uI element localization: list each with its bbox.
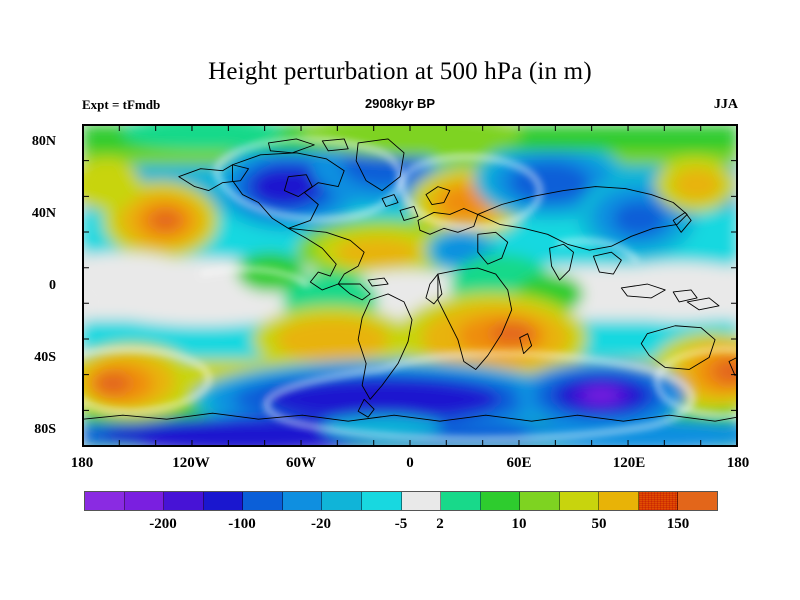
figure-subtitle: 2908kyr BP <box>364 96 436 111</box>
colorbar-cell-5 <box>282 492 323 510</box>
colorbar-cell-11 <box>520 492 560 510</box>
colorbar-cell-4 <box>243 492 283 510</box>
colorbar-cell-9 <box>441 492 481 510</box>
colorbar-label-7: 150 <box>666 516 690 532</box>
ytick-label-40N: 40N <box>31 206 56 221</box>
colorbar-label-1: -100 <box>228 516 256 532</box>
colorbar-cell-14 <box>638 492 679 510</box>
xtick-label-120E: 120E <box>612 455 646 471</box>
colorbar-label-2: -20 <box>311 516 331 532</box>
colorbar-label-0: -200 <box>149 516 177 532</box>
colorbar-cell-3 <box>203 492 244 510</box>
xtick-label-60W: 60W <box>286 455 316 471</box>
axis-minor-ticks <box>83 125 737 446</box>
experiment-label: Expt = tFmdb <box>82 97 161 112</box>
ytick-label-40S: 40S <box>34 350 56 365</box>
ytick-label-0: 0 <box>49 278 56 293</box>
colorbar-cell-10 <box>480 492 521 510</box>
colorbar-cell-8 <box>401 492 442 510</box>
contour-map-plot <box>82 124 738 447</box>
colorbar <box>84 491 718 511</box>
colorbar-label-4: 2 <box>436 516 444 532</box>
contour-map-svg <box>83 125 737 446</box>
colorbar-cell-0 <box>85 492 125 510</box>
xtick-label-120W: 120W <box>172 455 210 471</box>
xtick-label-60E: 60E <box>506 455 532 471</box>
page-title: Height perturbation at 500 hPa (in m) <box>208 58 592 85</box>
ytick-label-80N: 80N <box>31 134 56 149</box>
xtick-label-0: 0 <box>406 455 414 471</box>
ytick-label-80S: 80S <box>34 422 56 437</box>
season-label: JJA <box>713 97 738 112</box>
xtick-label-180e: 180 <box>726 455 750 471</box>
zero-contour-line <box>83 137 737 441</box>
colorbar-cell-15 <box>678 492 717 510</box>
colorbar-label-3: -5 <box>394 516 408 532</box>
colorbar-cell-13 <box>599 492 639 510</box>
colorbar-cell-7 <box>361 492 402 510</box>
xtick-label-180w: 180 <box>70 455 94 471</box>
colorbar-label-6: 50 <box>591 516 607 532</box>
coastline-layer <box>83 138 737 422</box>
colorbar-label-5: 10 <box>511 516 527 532</box>
colorbar-cell-12 <box>559 492 600 510</box>
colorbar-cell-1 <box>124 492 165 510</box>
colorbar-cell-6 <box>322 492 362 510</box>
colorbar-cell-2 <box>164 492 204 510</box>
